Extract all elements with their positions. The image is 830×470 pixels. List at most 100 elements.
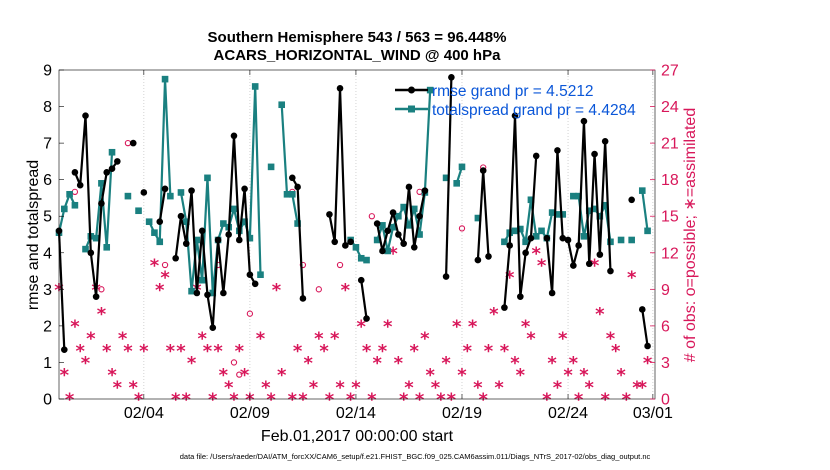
rmse-point [533, 153, 540, 160]
obs-assimilated-marker: * [484, 341, 494, 362]
obs-assimilated-marker: * [378, 341, 388, 362]
obs-assimilated-marker: * [616, 365, 626, 386]
rmse-point [565, 237, 572, 244]
rmse-point [485, 253, 492, 260]
obs-assimilated-marker: * [277, 365, 287, 386]
obs-assimilated-marker: * [526, 329, 536, 350]
rmse-point [443, 273, 450, 280]
spread-point [135, 207, 142, 214]
rmse-point [77, 182, 84, 189]
obs-assimilated-marker: * [489, 304, 499, 325]
spread-point [252, 83, 259, 90]
obs-assimilated-marker: * [325, 390, 335, 411]
x-tick-label: 02/04 [124, 405, 164, 422]
rmse-point [141, 189, 148, 196]
y2-tick-label: 12 [661, 245, 679, 262]
obs-assimilated-marker: * [272, 280, 282, 301]
rmse-point [628, 196, 635, 203]
rmse-point [172, 255, 179, 262]
obs-assimilated-marker: * [622, 390, 632, 411]
rmse-point [98, 200, 105, 207]
spread-point [125, 193, 132, 200]
obs-assimilated-marker: * [123, 341, 133, 362]
spread-point [146, 218, 153, 225]
obs-assimilated-marker: * [463, 341, 473, 362]
y2-tick-label: 18 [661, 172, 679, 189]
legend-rmse-marker [408, 87, 415, 94]
obs-assimilated-marker: * [65, 390, 75, 411]
obs-assimilated-marker: * [97, 304, 107, 325]
obs-assimilated-marker: * [569, 353, 579, 374]
obs-assimilated-marker: * [150, 255, 160, 276]
obs-assimilated-marker: * [139, 341, 149, 362]
y-tick-label: 6 [43, 172, 52, 189]
obs-assimilated-marker: * [304, 353, 314, 374]
spread-point [618, 237, 625, 244]
rmse-point [178, 213, 185, 220]
rmse-point [406, 184, 413, 191]
y2-tick-label: 15 [661, 209, 679, 226]
y-tick-label: 2 [43, 318, 52, 335]
data-file-footnote: data file: /Users/raeder/DAI/ATM_forcXX/… [180, 452, 651, 461]
spread-point [66, 191, 73, 198]
obs-assimilated-marker: * [600, 390, 610, 411]
rmse-point [231, 133, 238, 140]
obs-assimilated-marker: * [102, 341, 112, 362]
y2-tick-label: 9 [661, 282, 670, 299]
obs-assimilated-marker: * [335, 377, 345, 398]
rmse-point [326, 211, 333, 218]
obs-assimilated-marker: * [256, 329, 266, 350]
obs-assimilated-marker: * [171, 390, 181, 411]
rmse-point [114, 158, 121, 165]
rmse-point [162, 186, 169, 193]
spread-point [167, 193, 174, 200]
spread-point [162, 76, 169, 83]
obs-assimilated-marker: * [547, 353, 557, 374]
obs-assimilated-marker: * [362, 341, 372, 362]
rmse-point [501, 304, 508, 311]
rmse-point [448, 74, 455, 81]
rmse-point [247, 271, 254, 278]
obs-assimilated-marker: * [60, 365, 70, 386]
obs-assimilated-marker: * [500, 341, 510, 362]
obs-assimilated-marker: * [595, 304, 605, 325]
obs-assimilated-marker: * [410, 341, 420, 362]
rmse-point [602, 138, 609, 145]
rmse-point [528, 235, 535, 242]
rmse-point [400, 240, 407, 247]
rmse-point [204, 292, 211, 299]
y-tick-label: 9 [43, 63, 52, 80]
obs-assimilated-marker: * [494, 377, 504, 398]
rmse-point [93, 293, 100, 300]
obs-assimilated-marker: * [86, 329, 96, 350]
obs-assimilated-marker: * [457, 365, 467, 386]
x-tick-label: 02/19 [442, 405, 482, 422]
rmse-point [390, 209, 397, 216]
rmse-point [347, 239, 354, 246]
rmse-point [252, 281, 259, 288]
y2-tick-label: 6 [661, 318, 670, 335]
spread-point [353, 244, 360, 251]
obs-assimilated-marker: * [298, 390, 308, 411]
spread-point [257, 271, 264, 278]
rmse-point [416, 213, 423, 220]
obs-assimilated-marker: * [404, 377, 414, 398]
obs-assimilated-marker: * [468, 316, 478, 337]
rmse-point [337, 85, 344, 92]
spread-point [581, 233, 588, 240]
rmse-point [188, 187, 195, 194]
y-tick-label: 3 [43, 282, 52, 299]
rmse-point [384, 228, 391, 235]
spread-point [61, 206, 68, 213]
x-tick-label: 02/24 [548, 405, 588, 422]
rmse-point [300, 295, 307, 302]
rmse-point [109, 165, 116, 172]
rmse-point [422, 187, 429, 194]
obs-assimilated-marker: * [330, 329, 340, 350]
obs-assimilated-marker: * [553, 377, 563, 398]
x-tick-label: 02/09 [230, 405, 270, 422]
spread-point [103, 244, 110, 251]
chart: Southern Hemisphere 543 / 563 = 96.448% … [0, 0, 830, 470]
obs-assimilated-marker: * [288, 390, 298, 411]
obs-assimilated-marker: * [235, 341, 245, 362]
